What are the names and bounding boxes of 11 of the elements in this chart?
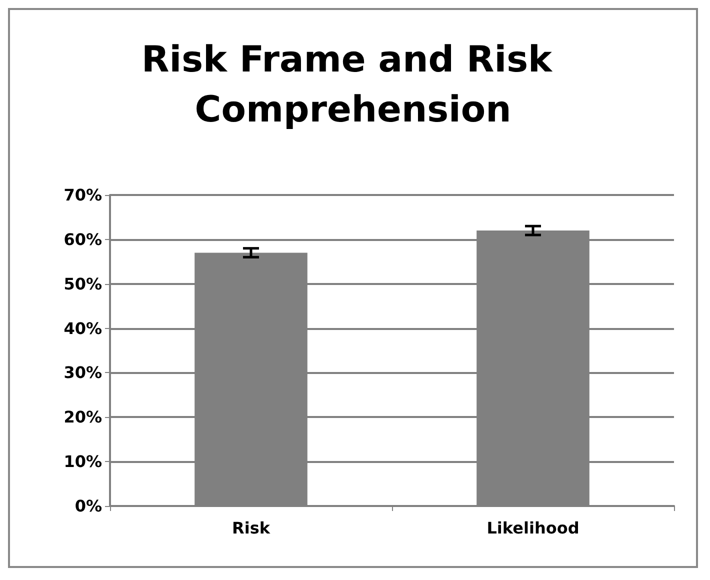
chart-title: Risk Frame and Risk Comprehension: [142, 40, 564, 130]
y-tick-label: 20%: [64, 408, 102, 427]
x-tick-label: Likelihood: [486, 518, 580, 538]
y-tick-label: 10%: [64, 452, 102, 472]
y-tick-label: 70%: [64, 186, 102, 204]
y-tick-label: 30%: [64, 363, 102, 382]
y-tick-label: 50%: [64, 274, 102, 294]
x-tick-label: Risk: [232, 518, 270, 538]
y-tick-label: 0%: [74, 496, 102, 516]
y-tick-label: 60%: [64, 230, 102, 249]
y-tick-label: 40%: [64, 318, 102, 338]
